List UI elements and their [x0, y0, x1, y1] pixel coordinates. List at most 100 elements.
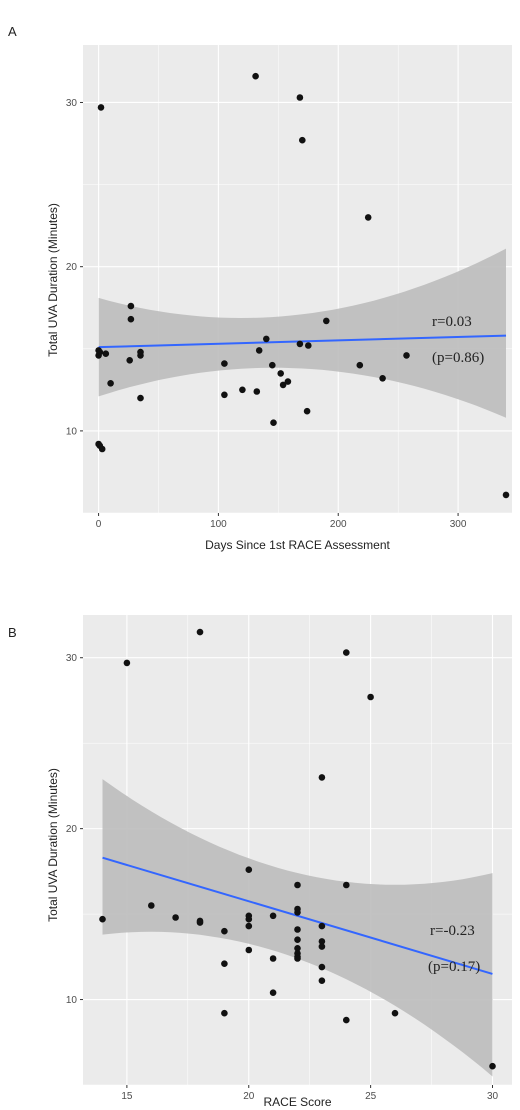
- confidence-ribbon: [98, 248, 506, 418]
- xticks-b: 15 20 25 30: [121, 1085, 498, 1102]
- data-point: [367, 693, 374, 701]
- data-point: [277, 370, 285, 377]
- points-a: [95, 72, 510, 499]
- chart-a: A 10 20 30 0 100 200 300 r=0.03 (p=0.86) Days…: [8, 24, 512, 552]
- regression-line: [102, 856, 493, 975]
- data-point: [343, 881, 350, 889]
- data-point: [403, 352, 410, 359]
- data-point: [318, 977, 326, 984]
- x-tick-label: 25: [365, 1091, 377, 1102]
- regression-line: [98, 334, 507, 349]
- x-axis-title-a: Days Since 1st RACE Assessment: [205, 538, 390, 552]
- fit-b: [102, 856, 493, 975]
- data-point: [296, 340, 304, 348]
- points-b: [99, 628, 496, 1070]
- yticks-b: 10 20 30: [66, 653, 83, 1006]
- data-point: [245, 946, 253, 954]
- p-annotation-b: (p=0.17): [428, 959, 480, 975]
- x-tick-label: 0: [96, 519, 102, 530]
- x-axis-title-b: RACE Score: [263, 1095, 331, 1109]
- data-point: [107, 380, 114, 387]
- x-tick-label: 15: [121, 1091, 133, 1102]
- data-point: [126, 357, 133, 364]
- data-point: [305, 342, 312, 349]
- data-point: [269, 361, 276, 369]
- data-point: [221, 960, 228, 967]
- data-point: [123, 659, 131, 667]
- y-tick-label: 30: [66, 98, 78, 109]
- x-tick-label: 200: [330, 519, 347, 530]
- data-point: [364, 214, 372, 221]
- data-point: [284, 378, 292, 385]
- data-point: [299, 136, 306, 144]
- data-point: [379, 375, 386, 382]
- data-point: [102, 350, 110, 358]
- data-point: [245, 866, 253, 873]
- data-point: [221, 1009, 228, 1017]
- data-point: [253, 388, 261, 395]
- data-point: [318, 938, 326, 945]
- data-point: [137, 394, 144, 402]
- fit-a: [98, 334, 507, 349]
- data-point: [294, 926, 301, 933]
- data-point: [343, 649, 350, 656]
- chart-b: B 10 20 30 15 20 25 30 r=-0.23 (p=0.17) RACE …: [8, 615, 512, 1109]
- data-point: [98, 445, 106, 453]
- data-point: [356, 361, 364, 369]
- data-point: [269, 955, 277, 962]
- p-annotation-a: (p=0.86): [432, 350, 484, 366]
- data-point: [127, 302, 135, 310]
- data-point: [172, 914, 179, 921]
- y-tick-label: 10: [66, 426, 78, 437]
- data-point: [196, 628, 204, 636]
- data-point: [252, 72, 259, 80]
- x-tick-label: 20: [243, 1091, 255, 1102]
- y-tick-label: 20: [66, 824, 78, 835]
- data-point: [269, 989, 277, 996]
- data-point: [489, 1062, 496, 1070]
- data-point: [318, 774, 326, 781]
- y-axis-title-b: Total UVA Duration (Minutes): [46, 768, 60, 922]
- x-tick-label: 300: [450, 519, 467, 530]
- data-point: [303, 407, 311, 415]
- data-point: [96, 348, 104, 356]
- data-point: [296, 94, 304, 101]
- r-annotation-a: r=0.03: [432, 314, 472, 330]
- x-tick-label: 30: [487, 1091, 499, 1102]
- y-axis-title-a: Total UVA Duration (Minutes): [46, 203, 60, 357]
- xticks-a: 0 100 200 300: [96, 513, 467, 530]
- data-point: [127, 315, 135, 323]
- y-tick-label: 30: [66, 653, 78, 664]
- data-point: [245, 915, 253, 923]
- data-point: [99, 915, 106, 923]
- data-point: [502, 491, 510, 499]
- panel-label-b: B: [8, 625, 17, 640]
- data-point: [255, 347, 263, 354]
- ribbon-a: [98, 248, 506, 418]
- data-point: [148, 902, 155, 909]
- data-point: [343, 1016, 350, 1024]
- data-point: [196, 919, 204, 926]
- data-point: [97, 104, 105, 111]
- data-point: [294, 945, 301, 952]
- y-tick-label: 10: [66, 995, 78, 1006]
- r-annotation-b: r=-0.23: [430, 923, 475, 939]
- data-point: [391, 1009, 399, 1017]
- x-tick-label: 100: [210, 519, 227, 530]
- data-point: [294, 909, 301, 916]
- y-tick-label: 20: [66, 262, 78, 273]
- data-point: [239, 386, 246, 394]
- data-point: [294, 881, 301, 889]
- data-point: [221, 391, 228, 399]
- data-point: [221, 927, 228, 935]
- data-point: [279, 381, 287, 389]
- data-point: [318, 963, 326, 971]
- data-point: [323, 317, 330, 325]
- yticks-a: 10 20 30: [66, 98, 83, 437]
- data-point: [318, 922, 326, 930]
- data-point: [269, 912, 277, 920]
- data-point: [137, 348, 144, 356]
- data-point: [294, 955, 301, 962]
- data-point: [294, 936, 301, 943]
- data-point: [221, 360, 228, 367]
